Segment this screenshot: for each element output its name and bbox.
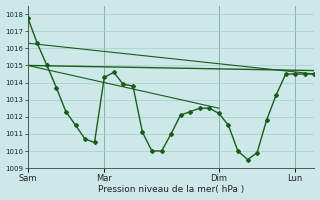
X-axis label: Pression niveau de la mer( hPa ): Pression niveau de la mer( hPa ) xyxy=(98,185,244,194)
